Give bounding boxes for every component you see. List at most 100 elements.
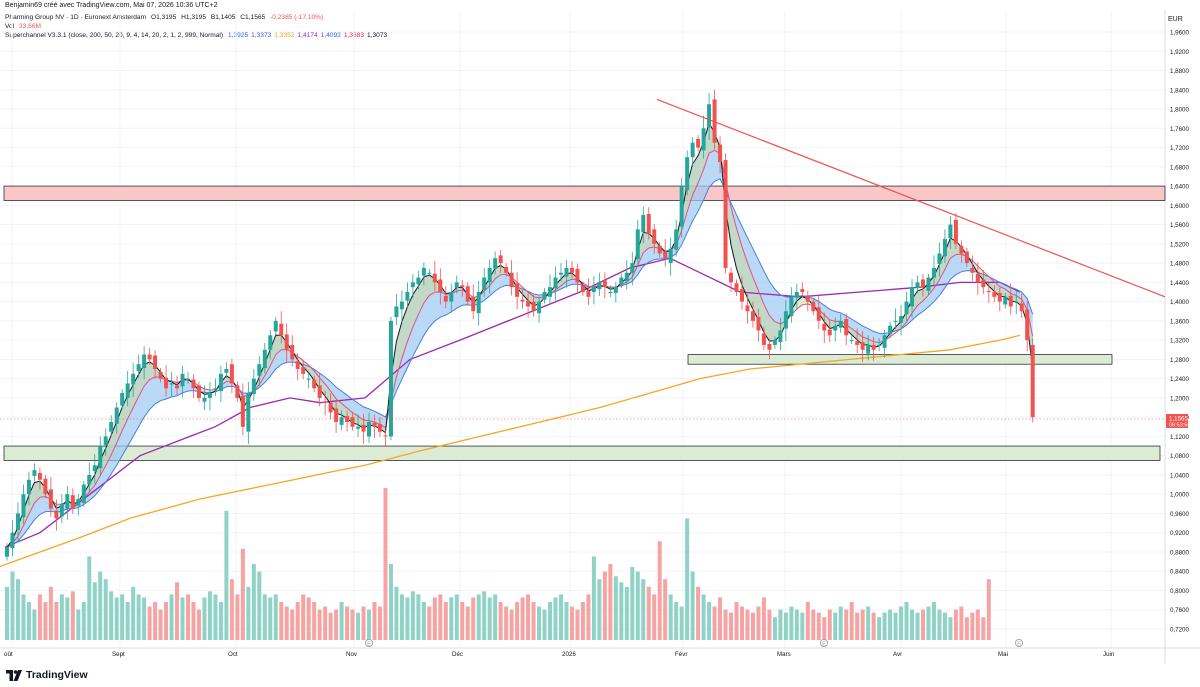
ma50-line xyxy=(4,257,1021,548)
y-tick-label: 1,0000 xyxy=(1170,492,1189,499)
volume-bar xyxy=(345,606,350,640)
candle-body xyxy=(284,334,289,350)
volume-bar xyxy=(207,591,212,640)
volume-bar xyxy=(794,609,799,640)
candle-body xyxy=(696,138,701,148)
candle-body xyxy=(608,291,613,293)
candle-body xyxy=(48,489,53,509)
volume-bar xyxy=(712,606,717,640)
volume-bar xyxy=(575,609,580,640)
earnings-marker-letter: E xyxy=(367,641,371,647)
price-chart[interactable]: E E E 1,9600 1,9200 1,8800 1,8400 1,8000 1,7600… xyxy=(0,0,1200,664)
volume-bar xyxy=(15,579,20,640)
earnings-marker[interactable]: E xyxy=(1015,639,1024,647)
currency-label[interactable]: EUR xyxy=(1168,16,1183,23)
volume-bar xyxy=(356,612,361,640)
earnings-marker[interactable]: E xyxy=(364,639,373,647)
candle-body xyxy=(635,229,640,260)
candle-body xyxy=(1014,301,1019,303)
volume-bar xyxy=(613,576,618,640)
legend-title-row[interactable]: Pharming Group NV · 1D · Euronext Amster… xyxy=(5,13,390,22)
volume-bar xyxy=(59,594,64,640)
volume-bar xyxy=(251,564,256,640)
candle-body xyxy=(1019,303,1024,312)
candle-body xyxy=(833,325,838,331)
candle-body xyxy=(712,99,717,143)
candle-body xyxy=(471,296,476,312)
volume-bar xyxy=(432,597,437,640)
chart-credit: Benjamin69 créé avec TradingView.com, Ma… xyxy=(5,2,218,9)
candle-body xyxy=(899,316,904,323)
x-tick-label: Oct xyxy=(228,651,238,658)
candle-body xyxy=(811,301,816,312)
ohlc-change: -0,2385 (-17,10%) xyxy=(270,14,324,21)
candle-body xyxy=(652,229,657,244)
candle-body xyxy=(597,282,602,290)
candle-body xyxy=(674,229,679,250)
volume-bar xyxy=(586,594,591,640)
ohlc-low: B1,1405 xyxy=(210,14,236,21)
volume-bar xyxy=(548,602,553,640)
candle-body xyxy=(624,272,629,282)
candle-body xyxy=(981,279,986,288)
volume-bar xyxy=(942,612,947,640)
candle-body xyxy=(866,344,871,354)
volume-bar xyxy=(504,606,509,640)
volume-bar xyxy=(279,602,284,640)
candle-body xyxy=(877,344,882,346)
candle-body xyxy=(871,344,876,350)
volume-value: 33,66M xyxy=(19,23,42,30)
candle-body xyxy=(334,408,339,422)
volume-bar xyxy=(493,594,498,640)
volume-bar xyxy=(416,594,421,640)
candle-body xyxy=(196,385,201,398)
candle-body xyxy=(493,258,498,269)
volume-bar xyxy=(224,510,229,640)
candle-body xyxy=(558,272,563,275)
volume-bar xyxy=(833,612,838,640)
volume-bar xyxy=(334,609,339,640)
volume-bar xyxy=(674,602,679,640)
legend-volume-row[interactable]: Vol 33,66M xyxy=(5,22,390,31)
earnings-marker-letter: E xyxy=(822,641,826,647)
volume-bar xyxy=(114,597,119,640)
volume-bar xyxy=(756,606,761,640)
volume-bar xyxy=(652,594,657,640)
earnings-marker[interactable]: E xyxy=(820,639,829,647)
candle-body xyxy=(131,373,136,385)
chart-grid xyxy=(0,10,1166,664)
candle-body xyxy=(482,277,487,291)
candle-body xyxy=(800,289,805,292)
candle-body xyxy=(613,287,618,293)
volume-bar xyxy=(569,606,574,640)
volume-bar xyxy=(399,594,404,640)
candle-body xyxy=(153,355,158,370)
candle-body xyxy=(756,317,761,331)
volume-bar xyxy=(81,602,86,640)
x-tick-label: Nov xyxy=(346,651,358,658)
candle-body xyxy=(707,104,712,128)
candle-body xyxy=(240,395,245,427)
candle-body xyxy=(367,421,372,437)
candle-body xyxy=(701,128,706,151)
volume-bar xyxy=(926,606,931,640)
tradingview-logo[interactable]: TradingView xyxy=(6,669,88,683)
candle-body xyxy=(959,245,964,254)
candle-body xyxy=(575,268,580,283)
volume-bar xyxy=(383,488,388,640)
volume-bars xyxy=(5,488,991,640)
symbol-title[interactable]: Pharming Group NV · 1D · Euronext Amster… xyxy=(5,14,147,21)
resistance-zone xyxy=(3,185,1166,201)
candle-body xyxy=(169,383,174,385)
candle-body xyxy=(904,301,909,315)
candle-body xyxy=(531,301,536,312)
volume-bar xyxy=(70,591,75,640)
y-tick-label: 0,9200 xyxy=(1170,530,1189,537)
volume-bar xyxy=(120,594,125,640)
candle-body xyxy=(931,267,936,278)
candle-body xyxy=(663,251,668,259)
candle-body xyxy=(377,423,382,432)
volume-bar xyxy=(953,609,958,640)
y-tick-label: 1,8800 xyxy=(1170,68,1189,75)
candle-body xyxy=(262,349,267,369)
